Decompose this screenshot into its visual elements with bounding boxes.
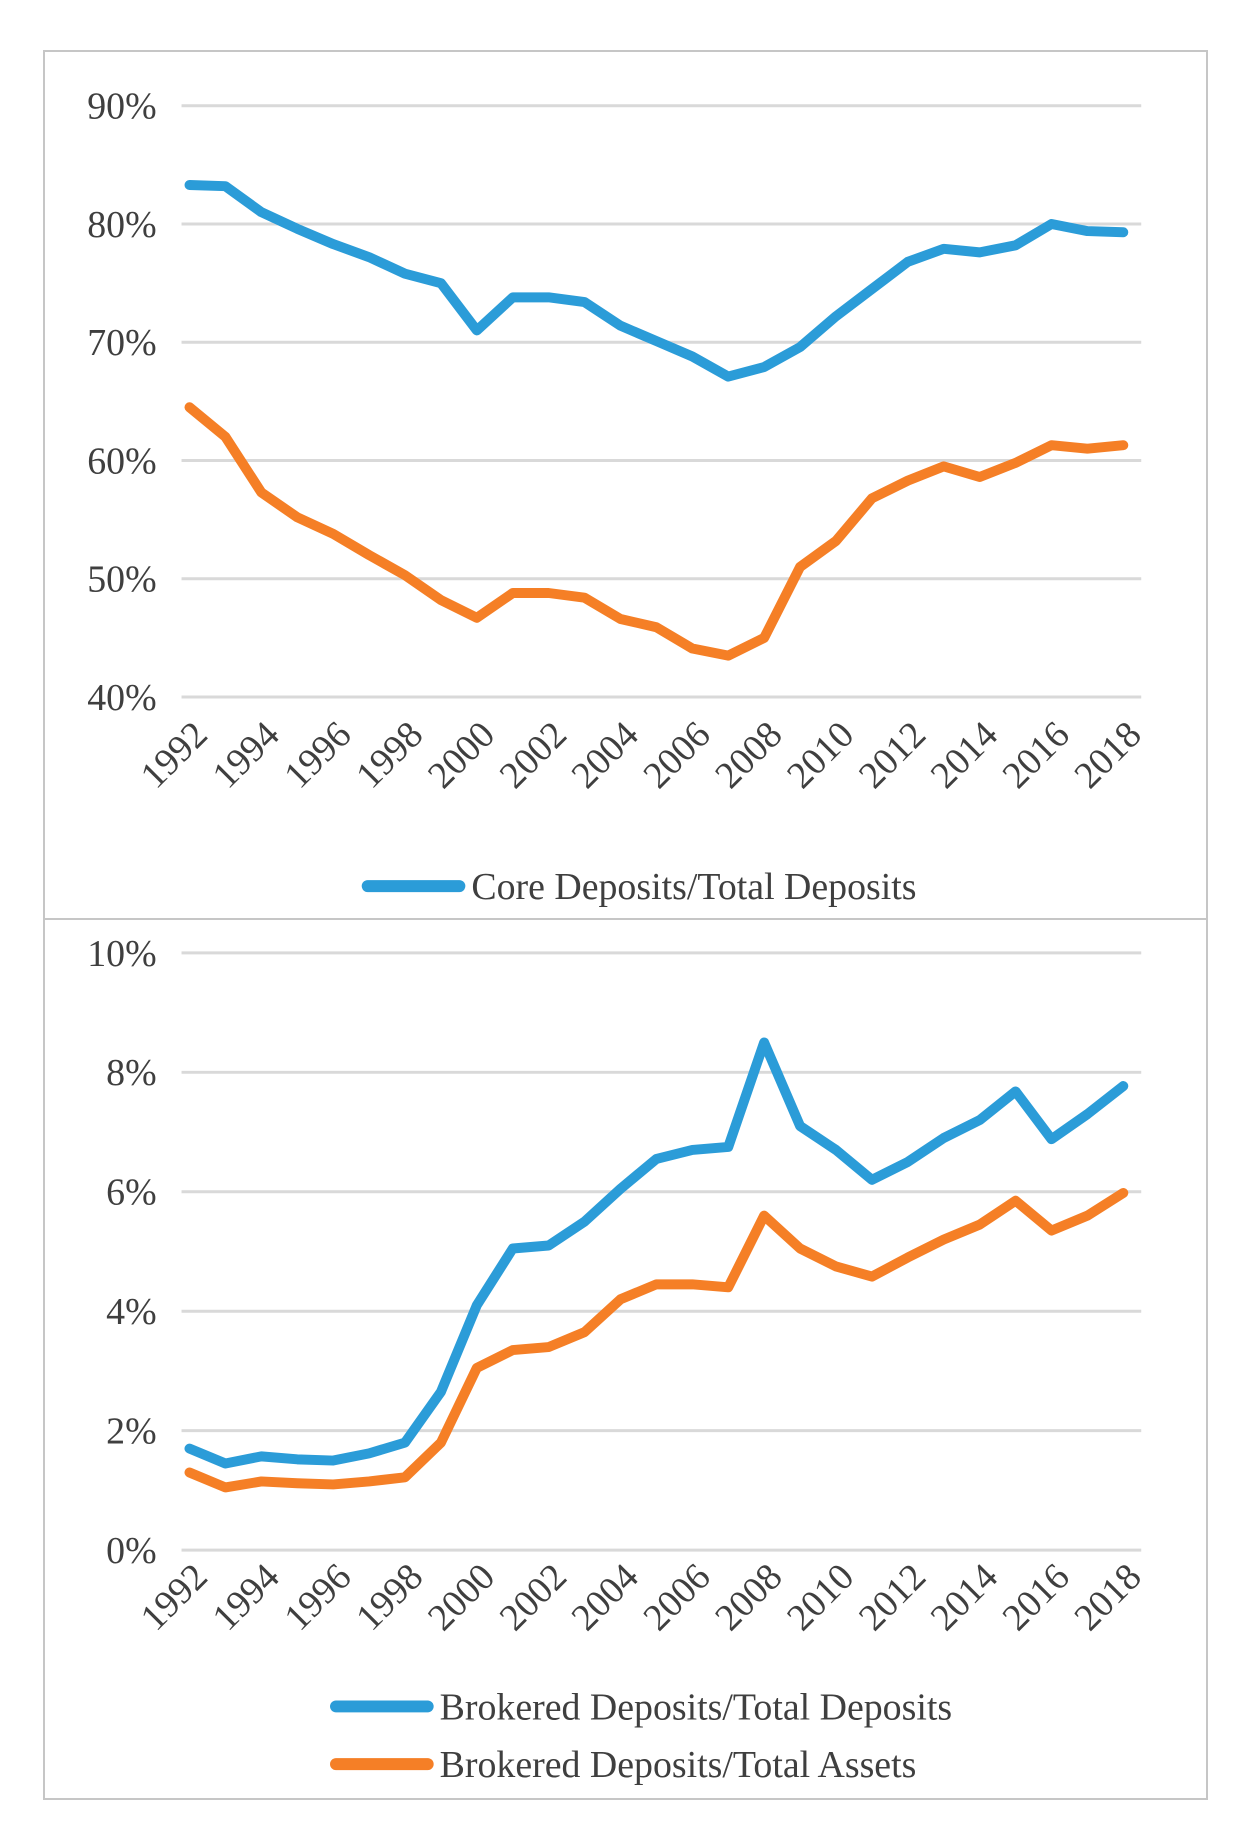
figure-canvas: 90% 80% 70% 60% 50% 40% 1992 1994 1996 1998 2000 20…: [43, 50, 1208, 1800]
x-axis-tick-label: 2016: [995, 714, 1078, 797]
x-axis-tick-label: 2018: [1066, 1556, 1149, 1639]
x-axis-tick-label: 1994: [204, 1556, 287, 1639]
x-axis-tick-label: 2008: [707, 714, 790, 797]
x-axis-tick-label: 2012: [851, 1556, 934, 1639]
y-axis-tick-label: 10%: [87, 933, 156, 975]
y-axis-tick-label: 70%: [87, 322, 156, 364]
y-axis-tick-label: 2%: [106, 1411, 156, 1453]
y-axis-tick-label: 50%: [87, 559, 156, 601]
series-line-brokered-deposits-total-assets: [184, 1187, 1129, 1493]
series-line-core-deposits-total-deposits: [184, 180, 1129, 382]
x-axis-tick-label: 2002: [492, 1556, 575, 1639]
x-axis-tick-label: 2000: [420, 714, 503, 797]
x-axis-tick-label: 1996: [276, 1556, 359, 1639]
x-axis-tick-label: 1996: [276, 714, 359, 797]
brokered-deposits-chart: 10%8%6%4%2%0%199219941996199820002002200…: [87, 933, 1149, 1786]
x-axis-tick-label: 2014: [923, 1556, 1006, 1639]
x-axis-tick-label: 2014: [923, 713, 1006, 796]
x-axis-tick-label: 1994: [204, 713, 287, 796]
legend-label-brokered-deposits-total-assets: Brokered Deposits/Total Assets: [440, 1744, 917, 1786]
x-axis-tick-label: 2004: [564, 1556, 647, 1639]
x-axis-tick-label: 2010: [779, 1556, 862, 1639]
x-axis-tick-label: 2008: [707, 1556, 790, 1639]
x-axis-tick-label: 2006: [635, 714, 718, 797]
y-axis-tick-label: 8%: [106, 1052, 156, 1094]
x-axis-tick-label: 1998: [348, 1556, 431, 1639]
series-line-brokered-deposits-total-deposits: [184, 1037, 1129, 1469]
x-axis-tick-label: 2000: [420, 1556, 503, 1639]
x-axis-tick-label: 2004: [564, 713, 647, 796]
core-deposits-chart: 90%80%70%60%50%40%1992199419961998200020…: [87, 86, 1149, 908]
y-axis-tick-label: 6%: [106, 1172, 156, 1214]
chart-brokered-deposits-box: 10% 8% 6% 4% 2% 0% 1992 1994 1996 1998 2000 2002 200…: [43, 918, 1208, 1800]
x-axis-tick-label: 1992: [133, 714, 216, 797]
y-axis-tick-label: 4%: [106, 1291, 156, 1333]
x-axis-tick-label: 2010: [779, 714, 862, 797]
x-axis-tick-label: 2006: [635, 1556, 718, 1639]
x-axis-tick-label: 2018: [1066, 714, 1149, 797]
x-axis-tick-label: 1998: [348, 714, 431, 797]
y-axis-tick-label: 60%: [87, 440, 156, 482]
x-axis-tick-label: 2012: [851, 714, 934, 797]
legend-label-core-deposits-total-deposits: Core Deposits/Total Deposits: [471, 866, 916, 908]
y-axis-tick-label: 0%: [106, 1530, 156, 1572]
x-axis-tick-label: 2002: [492, 714, 575, 797]
series-line-series-2: [184, 402, 1129, 661]
x-axis-tick-label: 2016: [995, 1556, 1078, 1639]
legend-label-brokered-deposits-total-deposits: Brokered Deposits/Total Deposits: [440, 1686, 952, 1728]
y-axis-tick-label: 40%: [87, 677, 156, 719]
y-axis-tick-label: 90%: [87, 86, 156, 128]
y-axis-tick-label: 80%: [87, 204, 156, 246]
chart-core-deposits-box: 90% 80% 70% 60% 50% 40% 1992 1994 1996 1998 2000 20…: [43, 50, 1208, 920]
